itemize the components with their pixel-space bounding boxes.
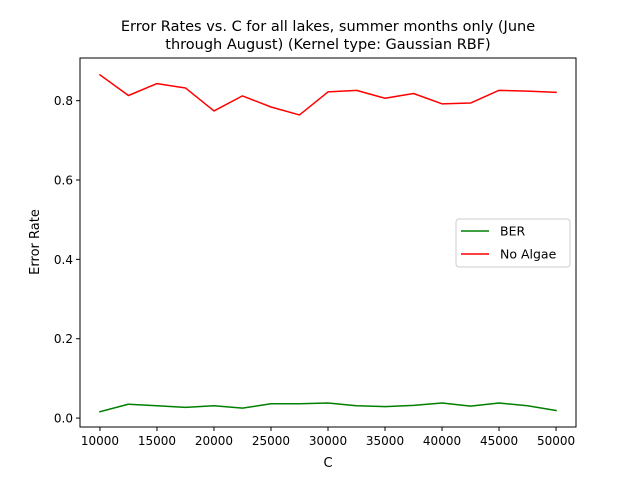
y-tick-label: 0.0 <box>54 412 73 426</box>
x-tick-label: 25000 <box>252 434 290 448</box>
title-line-2: through August) (Kernel type: Gaussian R… <box>165 37 490 53</box>
x-axis: 10000 15000 20000 25000 30000 35000 40000 45000… <box>81 427 575 448</box>
title-line-1: Error Rates vs. C for all lakes, summer … <box>121 19 535 35</box>
y-tick-label: 0.8 <box>54 94 73 108</box>
legend-label-ber: BER <box>500 224 525 239</box>
series-line-no-algae <box>98 73 557 116</box>
x-tick-label: 15000 <box>138 434 176 448</box>
x-tick-label: 20000 <box>195 434 233 448</box>
y-tick-label: 0.4 <box>54 253 73 267</box>
x-tick-label: 30000 <box>309 434 347 448</box>
x-tick-label: 45000 <box>480 434 518 448</box>
x-tick-label: 10000 <box>81 434 119 448</box>
x-tick-label: 35000 <box>366 434 404 448</box>
legend-label-no-algae: No Algae <box>500 247 557 262</box>
chart-title: Error Rates vs. C for all lakes, summer … <box>121 19 535 53</box>
series-layer <box>98 73 557 413</box>
x-tick-label: 50000 <box>537 434 575 448</box>
y-tick-label: 0.6 <box>54 174 73 188</box>
series-line-ber <box>99 402 557 413</box>
legend: BER No Algae <box>455 218 571 268</box>
x-tick-label: 40000 <box>423 434 461 448</box>
y-axis-label: Error Rate <box>28 209 43 275</box>
y-axis: 0.0 0.2 0.4 0.6 0.8 <box>54 94 80 426</box>
y-tick-label: 0.2 <box>54 332 73 346</box>
x-axis-label: C <box>323 456 332 471</box>
